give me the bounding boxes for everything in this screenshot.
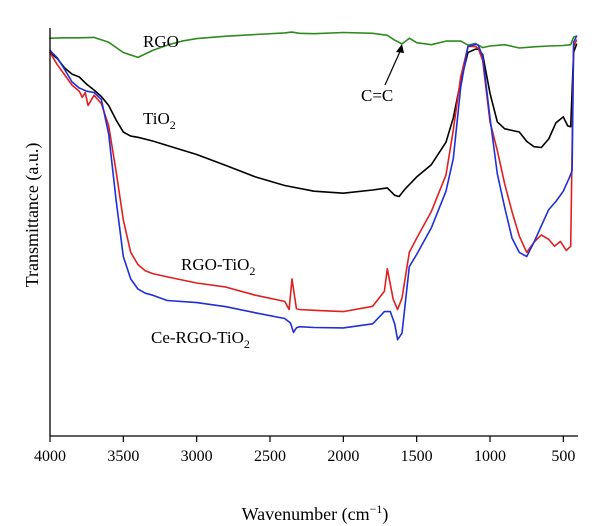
- x-tick-label: 1500: [401, 448, 433, 465]
- series-line-ce-rgo-tio2: [49, 35, 578, 341]
- x-axis-label: Wavenumber (cm−1): [242, 502, 389, 525]
- x-ticks: 4000 3500 3000 2500 2000 1500 1000 500: [34, 436, 575, 465]
- axes: [49, 28, 578, 437]
- x-tick-label: 3500: [107, 448, 139, 465]
- label-rgo-tio2: RGO-TiO2: [181, 255, 255, 278]
- label-ce-rgo-tio2: Ce-RGO-TiO2: [151, 328, 250, 351]
- x-tick-label: 2000: [327, 448, 359, 465]
- series-line-tio2: [49, 43, 578, 198]
- x-tick-label: 1000: [474, 448, 506, 465]
- y-axis-label: Transmittance (a.u.): [22, 143, 43, 288]
- x-tick-label: 4000: [34, 448, 66, 465]
- x-tick-label: 3000: [181, 448, 213, 465]
- x-tick-label: 500: [551, 448, 575, 465]
- series-layer: [49, 31, 578, 341]
- label-rgo: RGO: [143, 32, 179, 51]
- x-tick-label: 2500: [254, 448, 286, 465]
- label-tio2: TiO2: [143, 109, 176, 132]
- annotation-cc: C=C: [361, 86, 393, 105]
- annotation-arrow: [384, 44, 404, 86]
- series-line-rgo-tio2: [49, 39, 578, 313]
- series-line-rgo: [49, 31, 578, 59]
